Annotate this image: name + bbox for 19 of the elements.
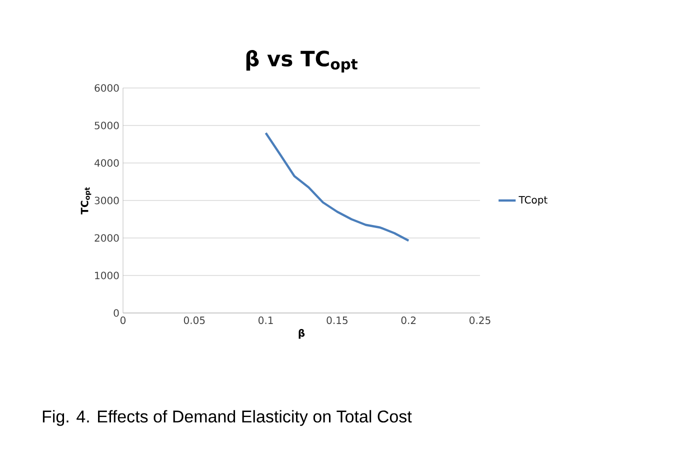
y-tick-label: 3000 — [94, 196, 119, 204]
y-tick-label: 0 — [114, 309, 119, 317]
x-tick-label: 0.2 — [401, 316, 416, 324]
x-tick-label: 0.05 — [184, 316, 205, 324]
legend-label: TCopt — [518, 196, 548, 206]
line-series — [264, 132, 410, 242]
x-tick-label: 0.15 — [326, 316, 348, 324]
y-tick-label: 4000 — [94, 159, 119, 167]
y-tick-label: 1000 — [95, 272, 119, 280]
y-tick-label: 2000 — [94, 234, 119, 242]
y-tick-label: 6000 — [94, 84, 119, 92]
x-tick-label: 0.25 — [470, 316, 490, 324]
caption: Fig. 4. Effects of Demand Elasticity on Total Cost — [42, 410, 412, 426]
y-axis-title: TC$_{opt}$ — [80, 187, 92, 214]
x-axis-title: β — [298, 328, 305, 339]
x-tick-label: 0.1 — [258, 316, 273, 324]
x-tick-label: 0 — [120, 316, 126, 324]
chart-title: β vs TC$_{opt}$ — [246, 50, 358, 72]
y-tick-label: 5000 — [94, 122, 119, 130]
